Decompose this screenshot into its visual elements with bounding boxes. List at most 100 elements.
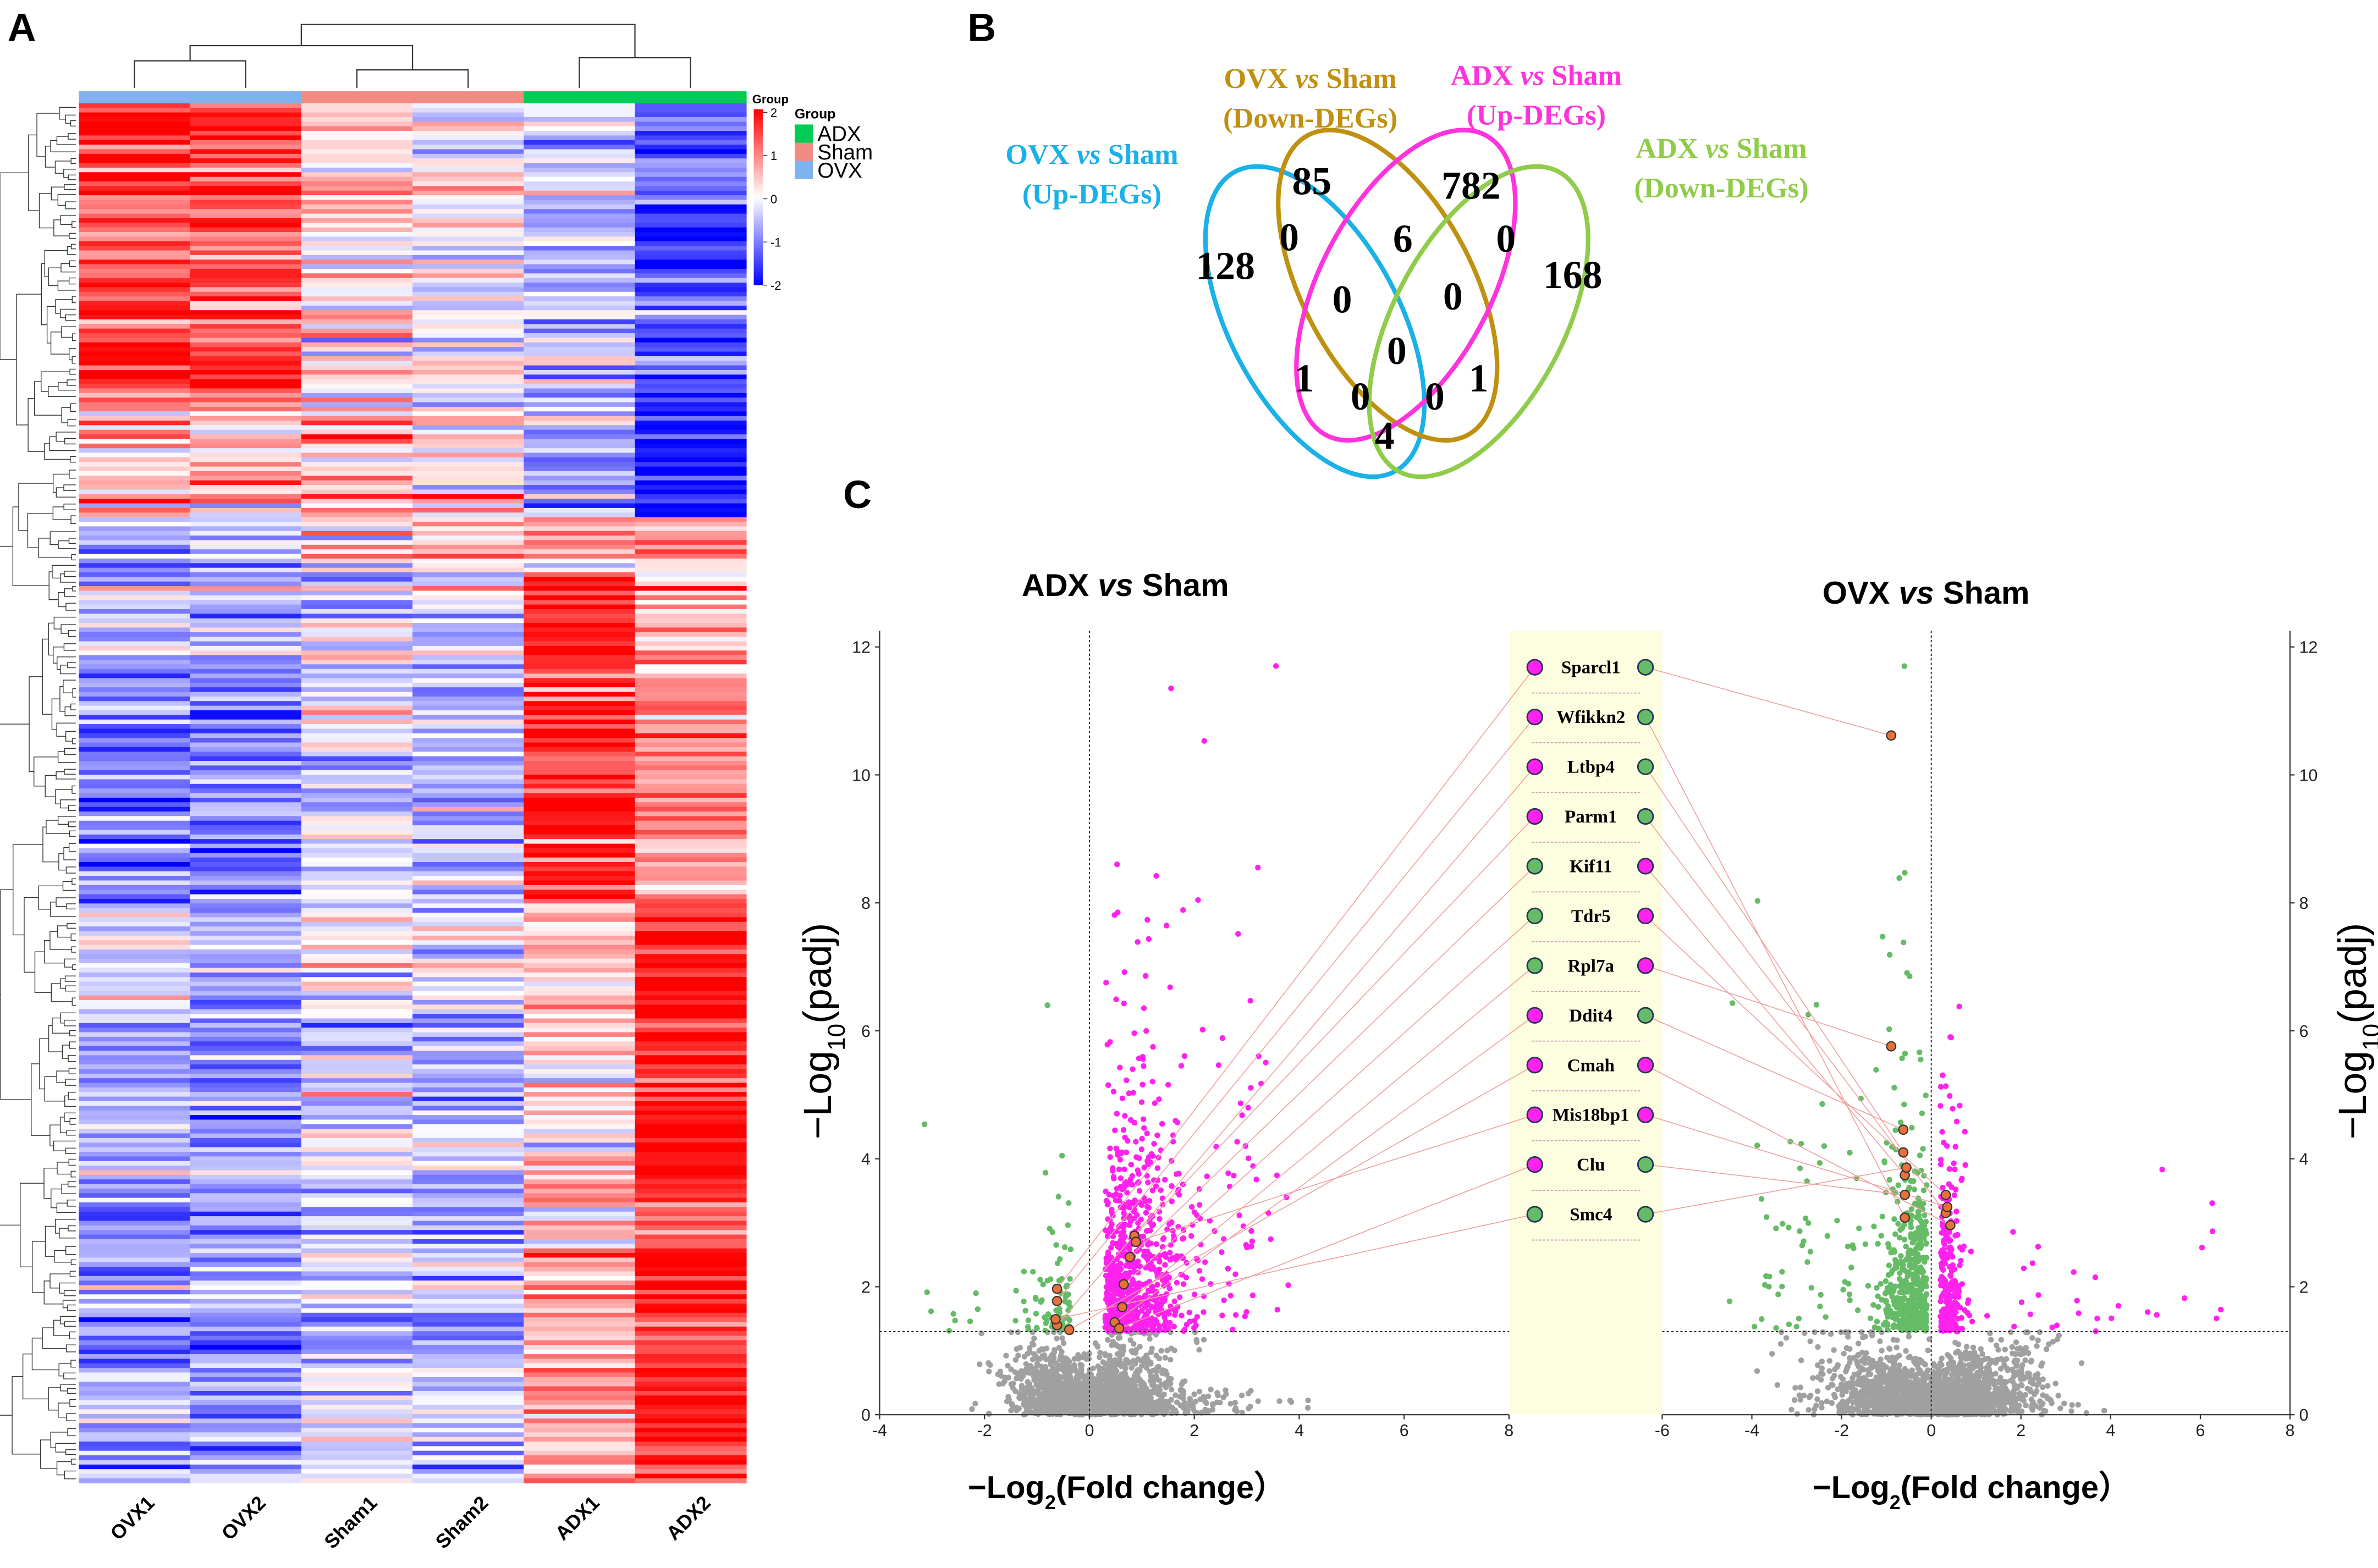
scatter-point xyxy=(1143,1323,1149,1330)
heatmap-cell xyxy=(190,1018,302,1024)
heatmap-cell xyxy=(412,507,525,514)
heatmap-cell xyxy=(79,1166,191,1171)
heatmap-cell xyxy=(190,1046,302,1051)
scatter-point xyxy=(1146,1205,1152,1211)
scatter-point xyxy=(1113,1403,1119,1409)
heatmap-cell xyxy=(412,687,525,693)
heatmap-cell xyxy=(635,903,747,909)
heatmap-cell xyxy=(412,1267,525,1272)
heatmap-cell xyxy=(524,935,636,941)
heatmap-cell xyxy=(524,526,636,532)
heatmap-cell xyxy=(79,1106,191,1111)
heatmap-cell xyxy=(190,655,302,660)
heatmap-cell xyxy=(79,310,191,316)
heatmap-cell xyxy=(524,563,636,568)
heatmap-cell xyxy=(190,1405,302,1410)
heatmap-cell xyxy=(635,319,747,325)
scatter-point xyxy=(1097,1350,1103,1356)
heatmap-cell xyxy=(301,783,413,789)
scatter-point xyxy=(1013,1288,1019,1294)
heatmap-cell xyxy=(635,425,747,430)
heatmap-cell xyxy=(412,1138,525,1144)
heatmap-cell xyxy=(412,1441,525,1447)
dendrogram-branch xyxy=(48,1025,63,1052)
dendrogram-branch xyxy=(22,1354,49,1400)
heatmap-cell xyxy=(635,1152,747,1157)
scatter-point xyxy=(1153,1320,1159,1326)
heatmap-cell xyxy=(635,1179,747,1185)
heatmap-cell xyxy=(79,890,191,895)
label-post: (Fold change） xyxy=(1056,1470,1286,1505)
scatter-point xyxy=(1148,1151,1155,1157)
heatmap-cell xyxy=(524,411,636,417)
heatmap-cell xyxy=(635,393,747,398)
scatter-point xyxy=(1176,1294,1183,1300)
heatmap-cell xyxy=(524,724,636,730)
heatmap-cell xyxy=(524,747,636,753)
label-sub: 2 xyxy=(1045,1492,1056,1514)
dendrogram-branch xyxy=(12,1376,41,1455)
heatmap-cell xyxy=(301,775,413,780)
heatmap-cell xyxy=(79,756,191,761)
heatmap-cell xyxy=(412,770,525,775)
scatter-point xyxy=(1248,1243,1254,1250)
venn-count: 0 xyxy=(1387,329,1407,373)
heatmap-cell xyxy=(412,365,525,371)
heatmap-cell xyxy=(79,701,191,706)
heatmap-cell xyxy=(79,1276,191,1282)
heatmap-cell xyxy=(524,379,636,384)
heatmap-cell xyxy=(301,1276,413,1282)
heatmap-cell xyxy=(412,1069,525,1074)
heatmap-cell xyxy=(524,1174,636,1180)
heatmap-cell xyxy=(190,1460,302,1465)
heatmap-cell xyxy=(79,641,191,647)
scatter-point xyxy=(1123,1263,1129,1269)
heatmap-cell xyxy=(301,554,413,559)
heatmap-cell xyxy=(635,623,747,628)
heatmap-cell xyxy=(524,1055,636,1061)
heatmap-cell xyxy=(190,512,302,518)
heatmap-cell xyxy=(524,807,636,812)
heatmap-cell xyxy=(635,356,747,362)
heatmap-cell xyxy=(524,452,636,458)
heatmap-cell xyxy=(412,641,525,647)
heatmap-cell xyxy=(190,393,302,398)
dendrogram-branch xyxy=(43,1280,63,1305)
heatmap-cell xyxy=(190,986,302,992)
heatmap-cell xyxy=(524,945,636,950)
heatmap-cell xyxy=(412,489,525,495)
heatmap-cell xyxy=(79,1308,191,1313)
heatmap-cell xyxy=(524,908,636,913)
heatmap-cell xyxy=(635,439,747,444)
scatter-point xyxy=(1137,1344,1143,1350)
heatmap-cell xyxy=(79,747,191,753)
heatmap-cell xyxy=(79,1372,191,1378)
heatmap-cell xyxy=(524,705,636,711)
heatmap-cell xyxy=(412,765,525,771)
heatmap-cell xyxy=(190,1423,302,1428)
heatmap-cell xyxy=(412,1028,525,1033)
heatmap-cell xyxy=(79,871,191,876)
heatmap-cell xyxy=(301,931,413,936)
heatmap-cell xyxy=(79,351,191,357)
dendrogram-branch xyxy=(579,57,691,89)
heatmap-cell xyxy=(524,1335,636,1341)
heatmap-cell xyxy=(301,443,413,449)
heatmap-cell xyxy=(301,1418,413,1424)
heatmap-cell xyxy=(524,1129,636,1134)
heatmap-cell xyxy=(412,333,525,339)
heatmap-cell xyxy=(79,1427,191,1433)
scatter-point xyxy=(1138,1282,1144,1288)
heatmap-cell xyxy=(524,1308,636,1313)
dendrogram-branch xyxy=(64,588,76,597)
heatmap-cell xyxy=(190,1464,302,1470)
heatmap-cell xyxy=(635,1409,747,1415)
dendrogram-branch xyxy=(52,565,76,579)
x-tick-label: -2 xyxy=(977,1422,992,1440)
heatmap-cell xyxy=(301,719,413,725)
heatmap-cell xyxy=(524,1170,636,1175)
heatmap-cell xyxy=(524,898,636,904)
heatmap-cell xyxy=(190,1317,302,1323)
heatmap-cell xyxy=(524,420,636,426)
scatter-point xyxy=(1243,1241,1249,1248)
